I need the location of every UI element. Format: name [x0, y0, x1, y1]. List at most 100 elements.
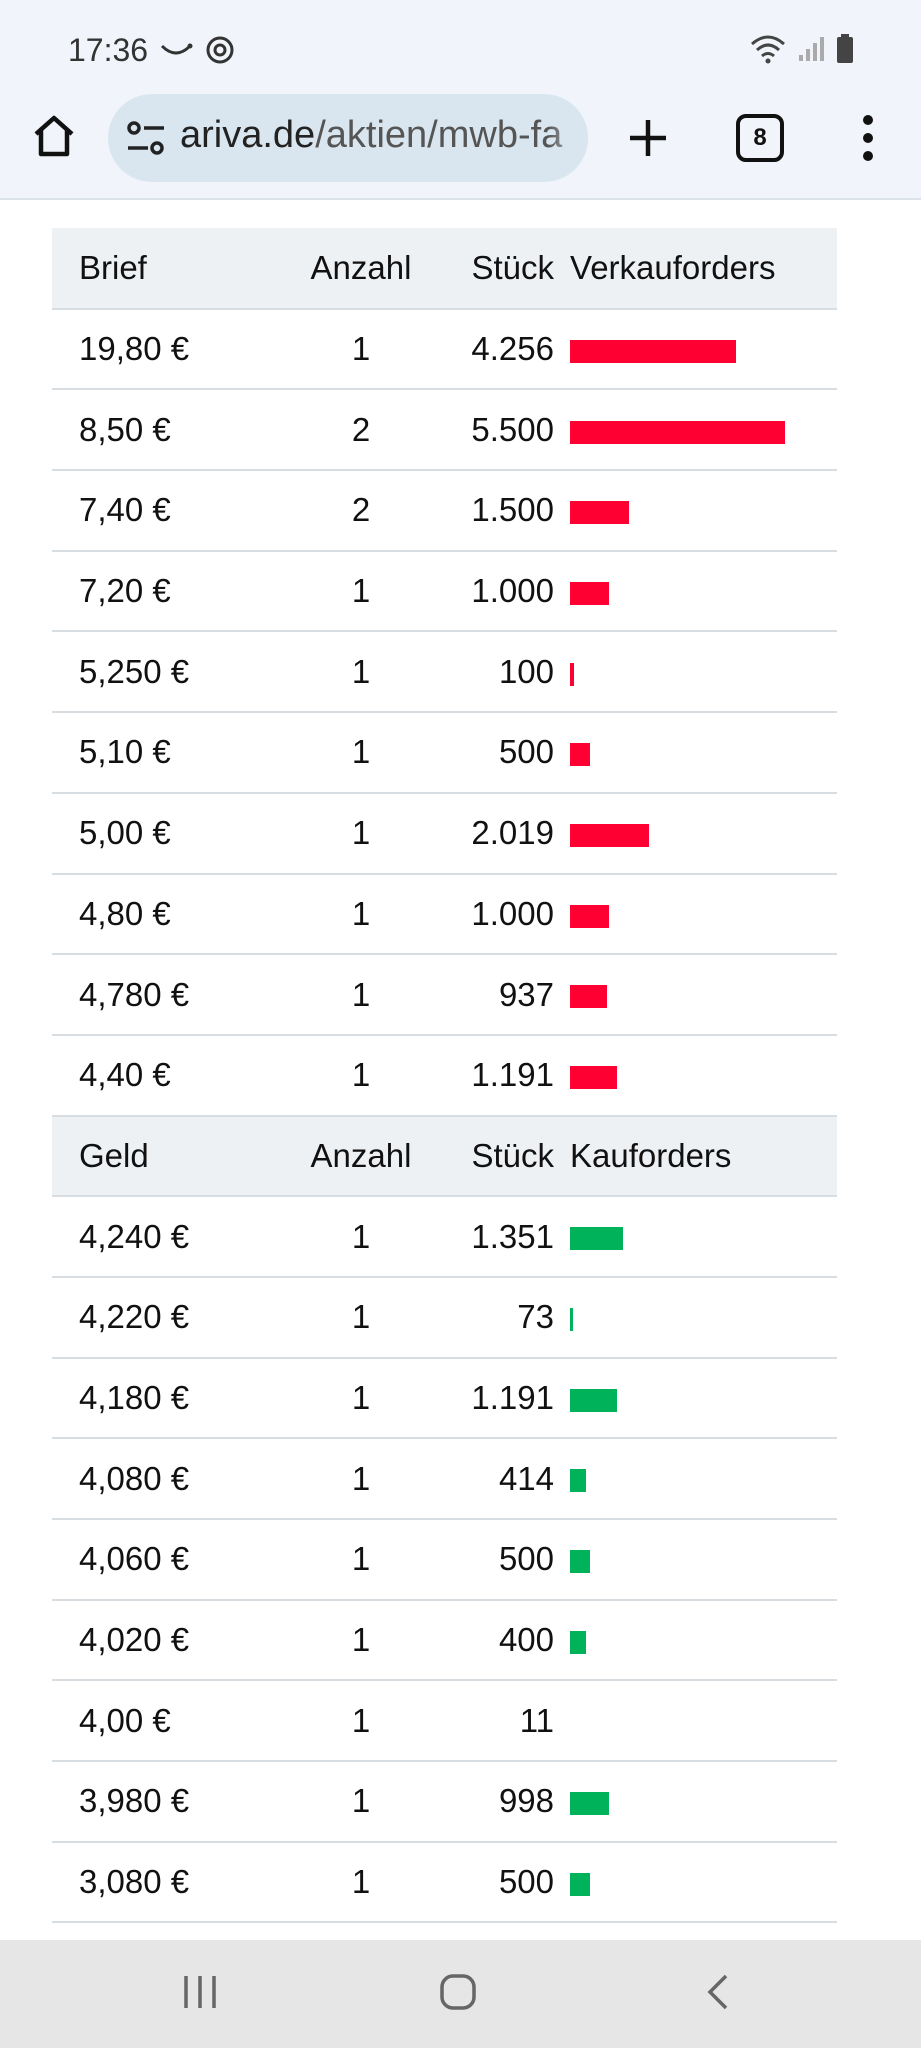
order-count: 1 [292, 631, 430, 714]
order-bar-cell [562, 1357, 837, 1440]
order-price: 4,020 € [52, 1599, 292, 1682]
order-count: 1 [292, 954, 430, 1036]
sell-volume-bar [570, 339, 736, 363]
order-count: 1 [292, 1276, 430, 1359]
whatsapp-smile-icon [160, 43, 193, 55]
order-pieces: 4.256 [430, 308, 562, 391]
sell-volume-bar [570, 823, 649, 847]
table-row: 7,40 €2 1.500 [52, 470, 837, 552]
header-count: Anzahl [292, 1115, 430, 1198]
order-bar-cell [562, 873, 837, 956]
order-pieces: 1.191 [430, 1034, 562, 1117]
sell-volume-bar [570, 904, 609, 928]
order-price: 5,00 € [52, 792, 292, 875]
sell-volume-bar [570, 1066, 617, 1089]
order-bar-cell [562, 389, 837, 472]
sync-icon [206, 36, 234, 64]
order-book-table: Brief Anzahl Stück Verkauforders 19,80 €1 4.2… [52, 228, 837, 1924]
table-row: 4,40 €1 1.191 [52, 1034, 837, 1117]
order-pieces: 500 [430, 712, 562, 794]
order-count: 1 [292, 1519, 430, 1601]
order-pieces: 500 [430, 1841, 562, 1924]
order-price: 5,250 € [52, 631, 292, 714]
order-count: 1 [292, 1034, 430, 1117]
order-price: 4,080 € [52, 1438, 292, 1520]
sell-volume-bar [570, 743, 590, 767]
order-count: 1 [292, 1680, 430, 1763]
system-nav-bar [0, 1940, 921, 2048]
sell-header-row: Brief Anzahl Stück Verkauforders [52, 228, 837, 310]
header-price: Brief [52, 228, 292, 310]
order-price: 4,220 € [52, 1276, 292, 1359]
table-row: 19,80 €1 4.256 [52, 308, 837, 391]
order-price: 4,060 € [52, 1519, 292, 1601]
order-pieces: 1.191 [430, 1357, 562, 1440]
header-price: Geld [52, 1115, 292, 1198]
more-menu-icon[interactable] [848, 110, 888, 166]
order-bar-cell [562, 631, 837, 714]
order-count: 1 [292, 873, 430, 956]
home-circle-icon[interactable] [438, 1972, 478, 2012]
order-bar-cell [562, 1761, 837, 1843]
order-pieces: 1.351 [430, 1196, 562, 1278]
url-domain: ariva.de [180, 114, 316, 156]
order-count: 1 [292, 792, 430, 875]
header-count: Anzahl [292, 228, 430, 310]
order-count: 2 [292, 470, 430, 552]
tab-switcher-button[interactable]: 8 [736, 114, 784, 162]
table-row: 3,980 €1 998 [52, 1761, 837, 1843]
table-row: 4,180 €1 1.191 [52, 1357, 837, 1440]
sell-volume-bar [570, 420, 785, 444]
order-price: 3,980 € [52, 1761, 292, 1843]
sell-volume-bar [570, 662, 574, 686]
buy-header-row: Geld Anzahl Stück Kauforders [52, 1115, 837, 1198]
table-row: 4,020 €1 400 [52, 1599, 837, 1682]
header-pieces: Stück [430, 228, 562, 310]
order-bar-cell [562, 470, 837, 552]
site-settings-icon[interactable] [124, 116, 168, 160]
back-icon[interactable] [700, 1972, 740, 2012]
table-row: 7,20 €1 1.000 [52, 550, 837, 633]
table-row: 4,80 €1 1.000 [52, 873, 837, 956]
order-price: 7,20 € [52, 550, 292, 633]
order-count: 1 [292, 1357, 430, 1440]
order-bar-cell [562, 1841, 837, 1924]
order-price: 3,080 € [52, 1841, 292, 1924]
recent-apps-icon[interactable] [180, 1972, 220, 2012]
order-pieces: 1.000 [430, 550, 562, 633]
table-row: 4,00 €1 11 [52, 1680, 837, 1763]
order-price: 7,40 € [52, 470, 292, 552]
order-bar-cell [562, 1519, 837, 1601]
browser-toolbar: ariva.de/aktien/mwb-fa 8 [0, 92, 921, 200]
order-pieces: 2.019 [430, 792, 562, 875]
order-bar-cell [562, 550, 837, 633]
order-book-body: Brief Anzahl Stück Verkauforders 19,80 €1 4.2… [52, 228, 837, 1924]
order-pieces: 998 [430, 1761, 562, 1843]
sell-volume-bar [570, 501, 629, 525]
home-icon[interactable] [30, 112, 78, 160]
buy-volume-bar [570, 1227, 623, 1251]
order-bar-cell [562, 1196, 837, 1278]
url-text[interactable]: ariva.de/aktien/mwb-fa [180, 114, 562, 157]
table-row: 4,080 €1 414 [52, 1438, 837, 1520]
order-pieces: 500 [430, 1519, 562, 1601]
table-row: 4,060 €1 500 [52, 1519, 837, 1601]
wifi-icon [751, 35, 785, 64]
buy-volume-bar [570, 1630, 586, 1654]
url-bar[interactable]: ariva.de/aktien/mwb-fa [108, 94, 588, 182]
order-count: 2 [292, 389, 430, 472]
status-time: 17:36 [68, 32, 149, 68]
order-count: 1 [292, 1841, 430, 1924]
order-bar-cell [562, 1276, 837, 1359]
new-tab-icon[interactable] [620, 110, 676, 166]
order-price: 8,50 € [52, 389, 292, 472]
order-pieces: 1.000 [430, 873, 562, 956]
sell-volume-bar [570, 985, 607, 1009]
url-fade [548, 94, 588, 182]
order-pieces: 11 [430, 1680, 562, 1763]
order-pieces: 1.500 [430, 470, 562, 552]
order-pieces: 937 [430, 954, 562, 1036]
buy-volume-bar [570, 1872, 590, 1896]
order-bar-cell [562, 308, 837, 391]
buy-volume-bar [570, 1792, 609, 1816]
